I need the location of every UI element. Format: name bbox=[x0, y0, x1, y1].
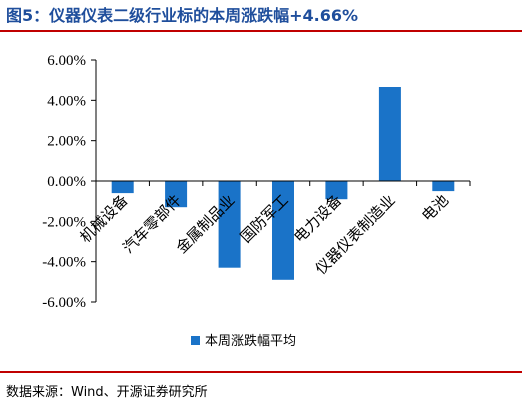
x-category-label: 电力设备 bbox=[290, 191, 345, 246]
bar bbox=[432, 181, 455, 192]
y-tick-label: -2.00% bbox=[42, 214, 86, 230]
source-note: 数据来源：Wind、开源证券研究所 bbox=[6, 385, 208, 400]
bar bbox=[378, 87, 401, 181]
y-axis-ticks: 6.00% 4.00% 2.00% 0.00% -2.00% -4.00% -6.00% bbox=[42, 53, 96, 311]
legend-swatch bbox=[191, 336, 200, 345]
legend-label: 本周涨跌幅平均 bbox=[205, 333, 296, 349]
title-rule bbox=[0, 30, 522, 32]
bar-chart: 6.00% 4.00% 2.00% 0.00% -2.00% -4.00% -6.00% 机… bbox=[42, 53, 471, 349]
bar bbox=[325, 181, 348, 200]
legend: 本周涨跌幅平均 bbox=[191, 333, 296, 349]
bar bbox=[165, 181, 188, 208]
footer-rule bbox=[0, 371, 522, 373]
x-category-label: 电池 bbox=[418, 191, 452, 225]
bar bbox=[218, 181, 241, 268]
y-tick-label: 4.00% bbox=[47, 93, 86, 109]
axes bbox=[95, 60, 471, 302]
y-tick-label: 0.00% bbox=[47, 174, 86, 190]
y-tick-label: 6.00% bbox=[47, 53, 86, 69]
chart-title: 图5：仪器仪表二级行业标的本周涨跌幅+4.66% bbox=[6, 6, 359, 25]
bar bbox=[111, 181, 134, 194]
y-tick-label: -6.00% bbox=[42, 295, 86, 311]
y-tick-label: 2.00% bbox=[47, 134, 86, 150]
y-tick-label: -4.00% bbox=[42, 255, 86, 271]
bar-series bbox=[111, 87, 455, 280]
bar bbox=[272, 181, 294, 280]
